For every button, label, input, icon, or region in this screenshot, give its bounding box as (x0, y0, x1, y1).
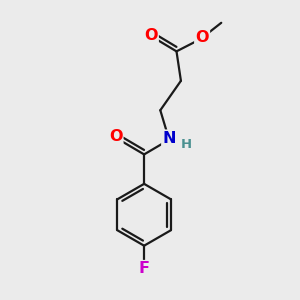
Text: O: O (144, 28, 158, 43)
Text: F: F (139, 261, 150, 276)
Text: O: O (109, 129, 122, 144)
Text: N: N (162, 131, 176, 146)
Text: O: O (195, 30, 209, 45)
Text: H: H (181, 138, 192, 151)
